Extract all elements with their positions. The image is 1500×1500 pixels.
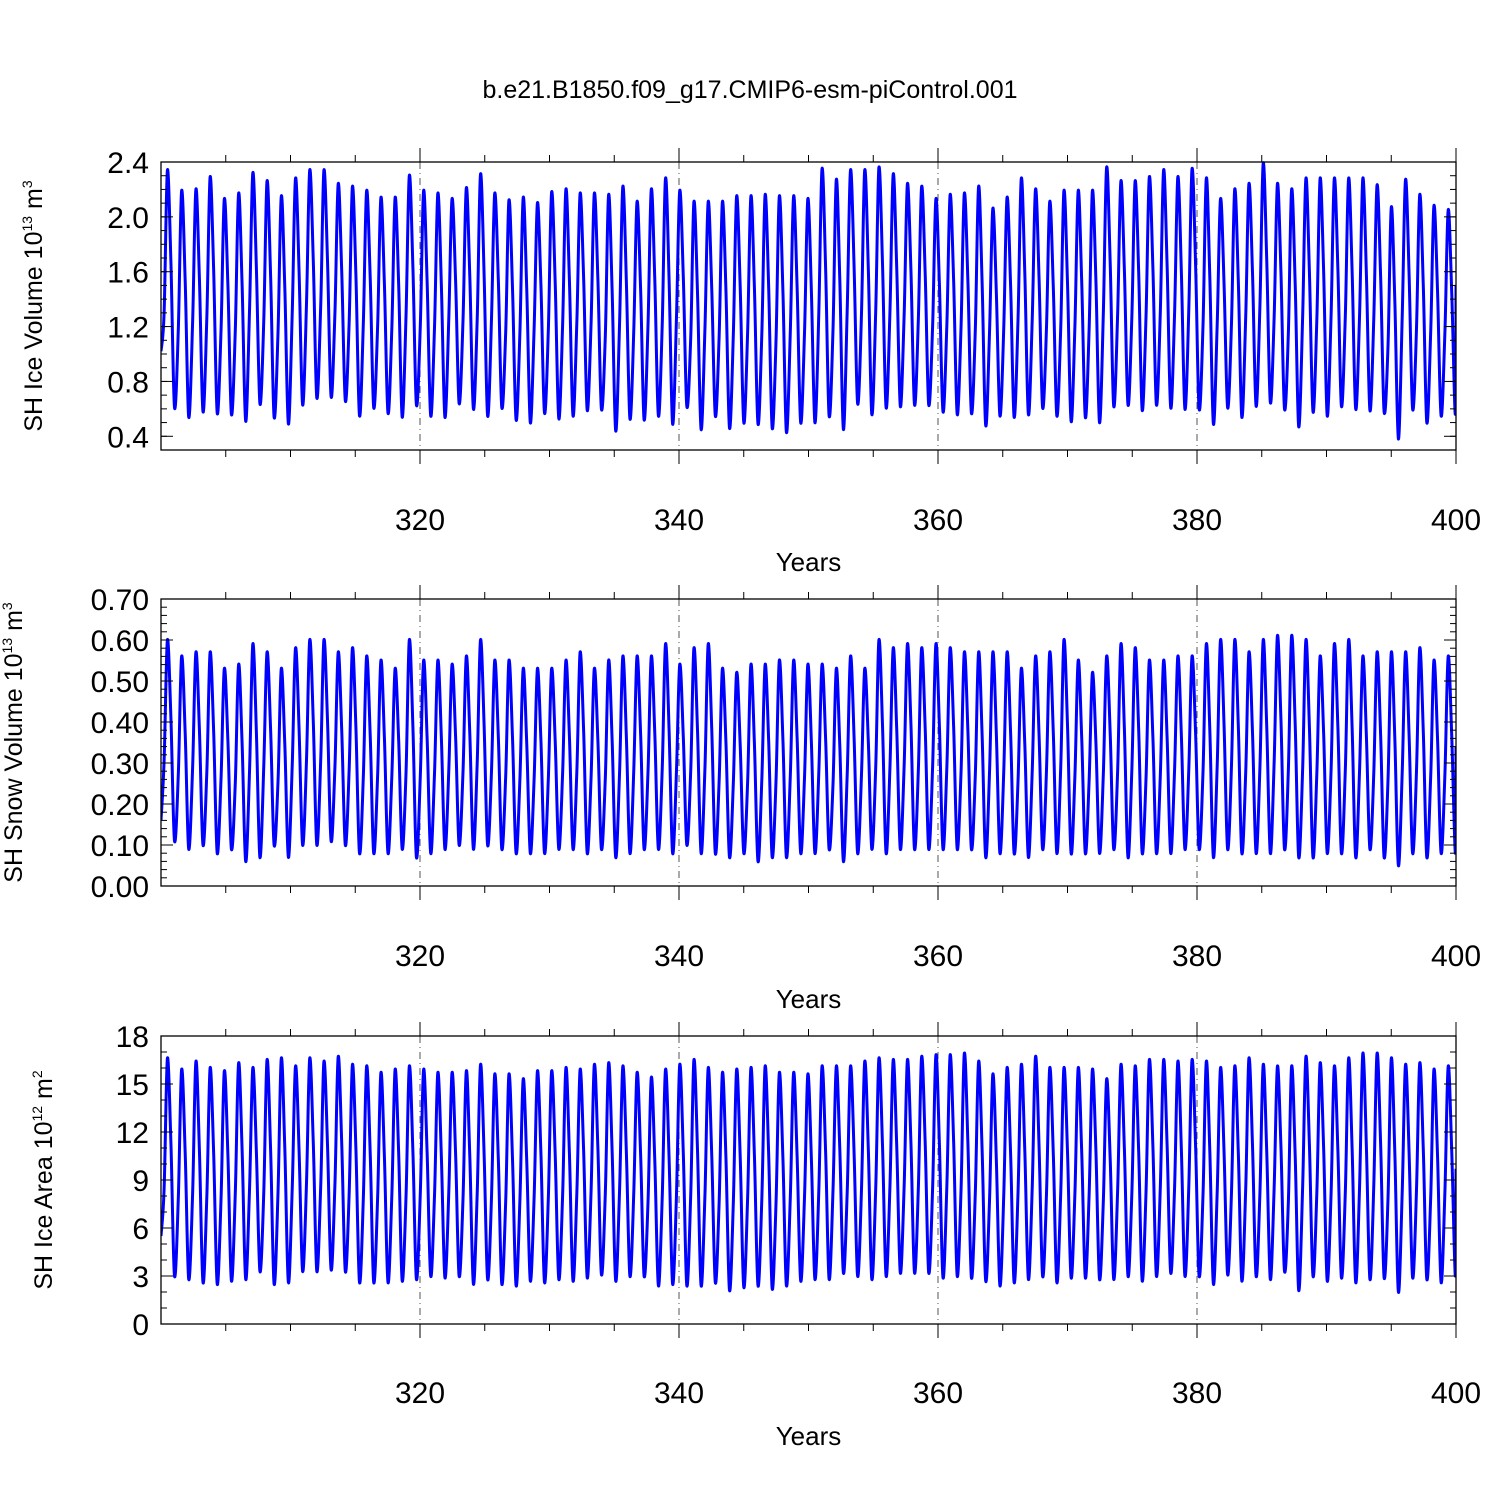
y-tick-label: 1.2 [107, 312, 149, 345]
y-tick-label: 0.00 [91, 871, 149, 904]
y-axis-label: SH Ice Area 1012 m2 [29, 1070, 58, 1290]
y-tick-label: 9 [132, 1165, 149, 1198]
series-line [161, 161, 1456, 441]
y-tick-label: 2.0 [107, 202, 149, 235]
series-line [161, 1051, 1456, 1294]
x-tick-label: 360 [913, 504, 963, 537]
x-tick-label: 400 [1431, 504, 1481, 537]
x-tick-label: 360 [913, 1377, 963, 1410]
figure-title: b.e21.B1850.f09_g17.CMIP6-esm-piControl.… [482, 76, 1017, 104]
x-tick-label: 340 [654, 504, 704, 537]
y-axis-label-unit: m [20, 188, 48, 216]
x-tick-label: 360 [913, 940, 963, 973]
y-axis-label-unit: m [30, 1078, 58, 1106]
y-axis-label-unit-exponent: 3 [0, 602, 15, 610]
y-tick-label: 12 [116, 1117, 149, 1150]
y-axis-label-exponent: 13 [0, 638, 15, 654]
y-tick-label: 0 [132, 1309, 149, 1342]
y-axis-label-main: SH Ice Volume 10 [20, 232, 48, 432]
x-axis-label: Years [776, 984, 842, 1014]
x-axis-label: Years [776, 547, 842, 577]
y-axis-label-main: SH Ice Area 10 [30, 1122, 58, 1290]
x-tick-label: 320 [395, 940, 445, 973]
x-tick-label: 400 [1431, 1377, 1481, 1410]
x-tick-label: 340 [654, 940, 704, 973]
x-tick-label: 380 [1172, 504, 1222, 537]
y-tick-label: 0.4 [107, 421, 149, 454]
series-line [161, 633, 1456, 868]
y-tick-label: 0.70 [91, 584, 149, 617]
x-axis-label: Years [776, 1421, 842, 1451]
y-tick-label: 15 [116, 1069, 149, 1102]
y-axis-label-unit-exponent: 3 [19, 180, 35, 188]
y-axis-label-main: SH Snow Volume 10 [0, 653, 28, 882]
y-tick-label: 18 [116, 1021, 149, 1054]
x-tick-label: 320 [395, 504, 445, 537]
x-tick-label: 380 [1172, 1377, 1222, 1410]
y-tick-label: 0.8 [107, 366, 149, 399]
y-tick-label: 0.40 [91, 707, 149, 740]
y-axis-label-exponent: 13 [19, 216, 35, 232]
y-tick-label: 0.50 [91, 666, 149, 699]
y-tick-label: 0.20 [91, 789, 149, 822]
y-axis-label-exponent: 12 [29, 1106, 45, 1122]
x-tick-label: 400 [1431, 940, 1481, 973]
y-tick-label: 6 [132, 1213, 149, 1246]
x-tick-label: 380 [1172, 940, 1222, 973]
y-axis-label: SH Snow Volume 1013 m3 [0, 602, 28, 883]
y-axis-label: SH Ice Volume 1013 m3 [19, 180, 48, 431]
y-tick-label: 1.6 [107, 257, 149, 290]
x-tick-label: 320 [395, 1377, 445, 1410]
y-tick-label: 0.10 [91, 830, 149, 863]
panel-2: 0.00 0.10 0.20 0.30 0.40 0.50 0.60 0.70 320 340 36… [0, 584, 1481, 1014]
y-tick-label: 0.30 [91, 748, 149, 781]
y-axis-label-unit: m [0, 610, 28, 638]
panel-3: 0 3 6 9 12 15 18 320 340 360 380 400 Years SH Ice Are… [29, 1021, 1481, 1451]
y-tick-label: 0.60 [91, 625, 149, 658]
y-tick-label: 3 [132, 1261, 149, 1294]
y-axis-label-unit-exponent: 2 [29, 1070, 45, 1078]
y-tick-label: 2.4 [107, 147, 149, 180]
panel-1: 0.4 0.8 1.2 1.6 2.0 2.4 320 340 360 380 400 Years SH… [19, 147, 1481, 577]
x-tick-label: 340 [654, 1377, 704, 1410]
